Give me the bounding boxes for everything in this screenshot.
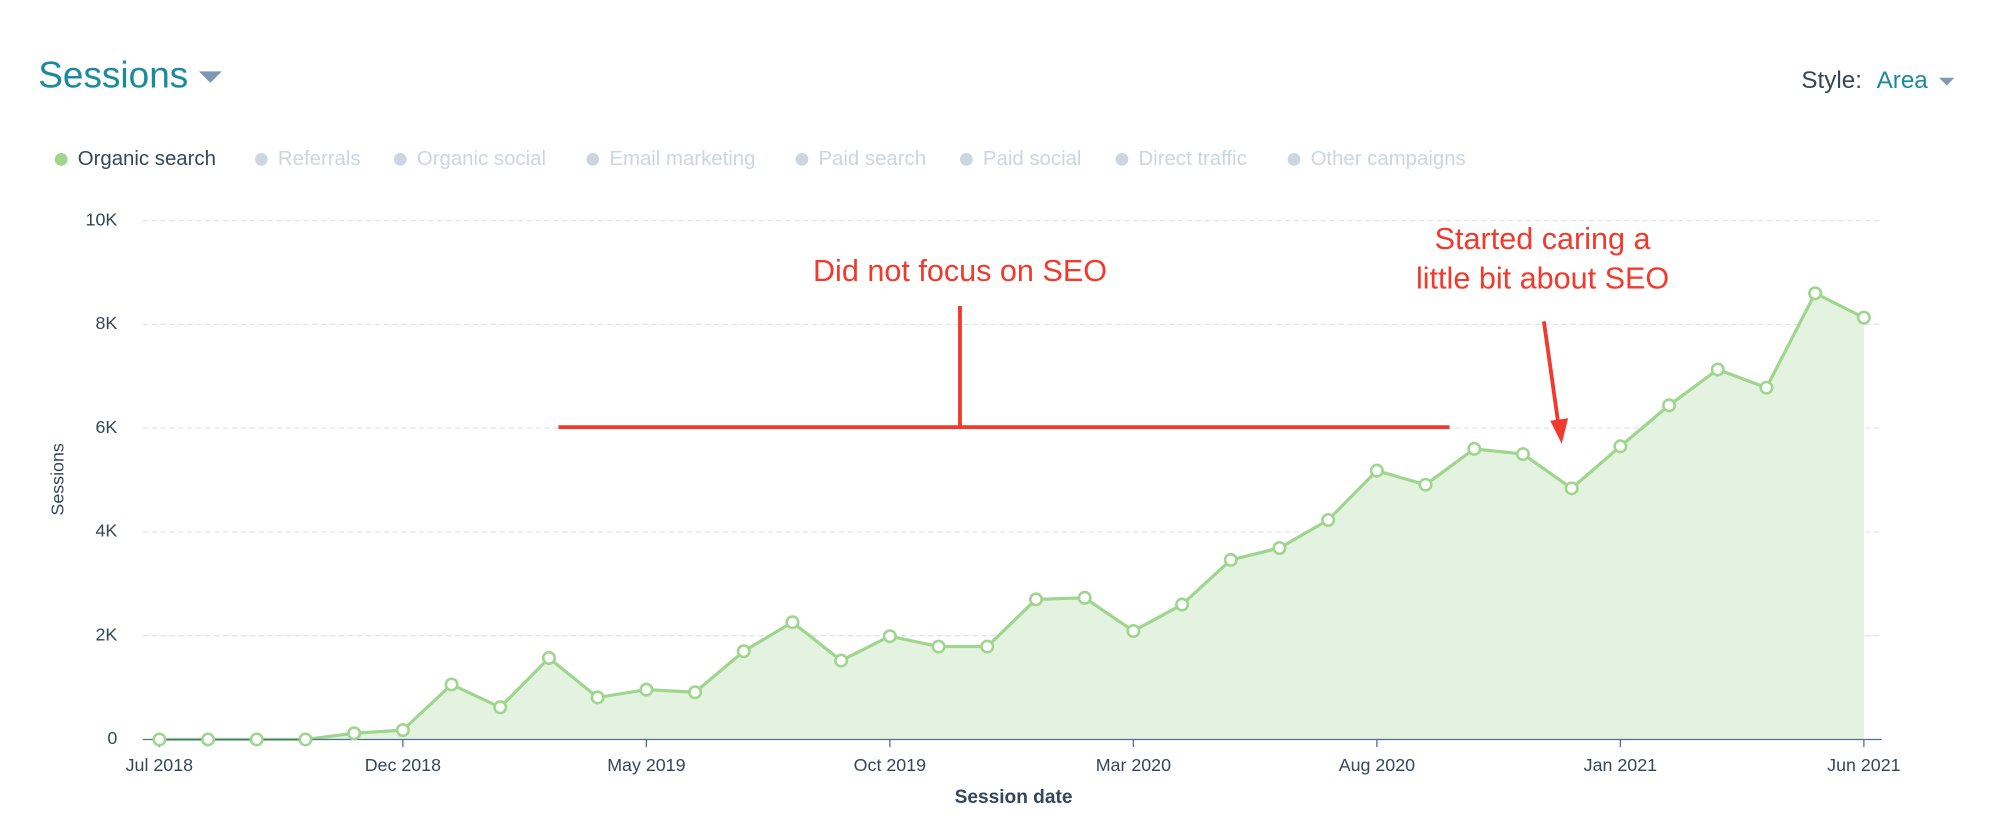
point bbox=[201, 732, 216, 747]
y-tick-label: 4K bbox=[95, 521, 117, 541]
point bbox=[1759, 380, 1774, 395]
point bbox=[1613, 439, 1628, 454]
point bbox=[882, 629, 897, 644]
x-tick-label: Jul 2018 bbox=[126, 755, 193, 775]
point bbox=[541, 650, 556, 666]
arrow-head bbox=[1550, 418, 1569, 444]
point bbox=[785, 615, 800, 630]
x-tick-label: Oct 2019 bbox=[854, 755, 926, 775]
point bbox=[1175, 597, 1190, 612]
legend-label[interactable]: Other campaigns bbox=[1311, 148, 1466, 170]
point bbox=[152, 732, 167, 747]
point bbox=[1467, 441, 1482, 456]
legend-label[interactable]: Referrals bbox=[278, 148, 361, 170]
style-label: Style: bbox=[1801, 67, 1862, 94]
annotation: little bit about SEO bbox=[1416, 262, 1669, 296]
x-tick-label: Mar 2020 bbox=[1096, 755, 1171, 775]
legend-label[interactable]: Email marketing bbox=[609, 148, 755, 170]
point bbox=[834, 653, 849, 668]
arrow bbox=[1541, 321, 1560, 422]
legend-marker bbox=[959, 153, 973, 166]
area bbox=[159, 293, 1864, 740]
legend-marker bbox=[795, 153, 809, 166]
legend-marker bbox=[1287, 153, 1301, 166]
legend-label[interactable]: Organic social bbox=[417, 148, 546, 170]
point bbox=[347, 726, 362, 741]
point bbox=[1856, 310, 1871, 325]
point bbox=[298, 732, 313, 747]
annotation: Started caring a bbox=[1435, 222, 1651, 256]
y-tick-label: 10K bbox=[86, 209, 118, 229]
y-tick-label: 6K bbox=[95, 417, 117, 437]
x-tick-label: Dec 2018 bbox=[365, 755, 441, 775]
annotation: Did not focus on SEO bbox=[813, 254, 1107, 288]
x-tick-label: Jan 2021 bbox=[1584, 755, 1657, 775]
point bbox=[444, 677, 459, 692]
legend-marker bbox=[1115, 153, 1129, 166]
point bbox=[1077, 590, 1092, 605]
title-dropdown[interactable] bbox=[198, 71, 222, 83]
point bbox=[1564, 481, 1579, 496]
point bbox=[1662, 398, 1677, 413]
point bbox=[931, 639, 946, 654]
point bbox=[1272, 540, 1287, 556]
point bbox=[639, 682, 654, 697]
point bbox=[249, 732, 264, 747]
legend-marker bbox=[586, 153, 600, 166]
point bbox=[980, 639, 995, 654]
legend-marker bbox=[54, 153, 68, 166]
point bbox=[1808, 286, 1823, 301]
style-dropdown[interactable] bbox=[1939, 77, 1955, 86]
legend-marker bbox=[254, 153, 268, 166]
x-tick-label: Aug 2020 bbox=[1339, 755, 1415, 775]
point bbox=[688, 685, 703, 700]
point bbox=[590, 690, 605, 705]
legend-label[interactable]: Direct traffic bbox=[1138, 148, 1246, 170]
y-tick-label: 2K bbox=[95, 624, 117, 644]
point bbox=[1223, 552, 1238, 567]
point bbox=[1126, 624, 1141, 639]
legend-label[interactable]: Paid search bbox=[818, 148, 926, 170]
legend-label[interactable]: Organic search bbox=[78, 148, 216, 170]
point bbox=[736, 644, 751, 659]
point bbox=[1369, 463, 1384, 478]
x-tick-label: Jun 2021 bbox=[1827, 755, 1900, 775]
point bbox=[1515, 447, 1530, 462]
point bbox=[1028, 592, 1043, 607]
legend-marker bbox=[393, 153, 407, 166]
chart-title: Sessions bbox=[38, 55, 188, 96]
y-tick-label: 8K bbox=[95, 313, 117, 333]
point bbox=[1710, 362, 1725, 377]
y-axis-label: Sessions bbox=[47, 443, 67, 515]
x-tick-label: May 2019 bbox=[607, 755, 685, 775]
point bbox=[493, 700, 508, 715]
style-value[interactable]: Area bbox=[1877, 67, 1929, 94]
point bbox=[395, 723, 410, 738]
y-tick-label: 0 bbox=[107, 728, 117, 748]
point bbox=[1321, 512, 1336, 527]
line bbox=[159, 291, 1865, 742]
legend-label[interactable]: Paid social bbox=[983, 148, 1082, 170]
x-axis-label: Session date bbox=[955, 787, 1073, 808]
point bbox=[1418, 477, 1433, 492]
